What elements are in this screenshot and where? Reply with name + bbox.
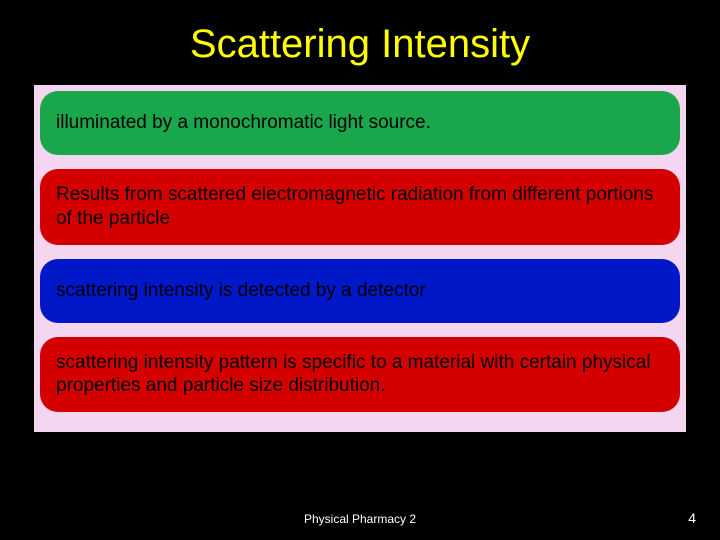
footer-page-number: 4 [688,510,696,526]
slide: Scattering Intensity illuminated by a mo… [0,0,720,540]
info-box-4-text: scattering intensity pattern is specific… [56,351,664,399]
content-area: illuminated by a monochromatic light sou… [34,85,686,432]
info-box-3-text: scattering intensity is detected by a de… [56,279,664,303]
footer-center-text: Physical Pharmacy 2 [0,512,720,526]
slide-title: Scattering Intensity [0,0,720,85]
info-box-1-text: illuminated by a monochromatic light sou… [56,111,664,135]
info-box-1: illuminated by a monochromatic light sou… [40,91,680,155]
info-box-2: Results from scattered electromagnetic r… [40,169,680,245]
info-box-3: scattering intensity is detected by a de… [40,259,680,323]
info-box-4: scattering intensity pattern is specific… [40,337,680,413]
info-box-2-text: Results from scattered electromagnetic r… [56,183,664,231]
